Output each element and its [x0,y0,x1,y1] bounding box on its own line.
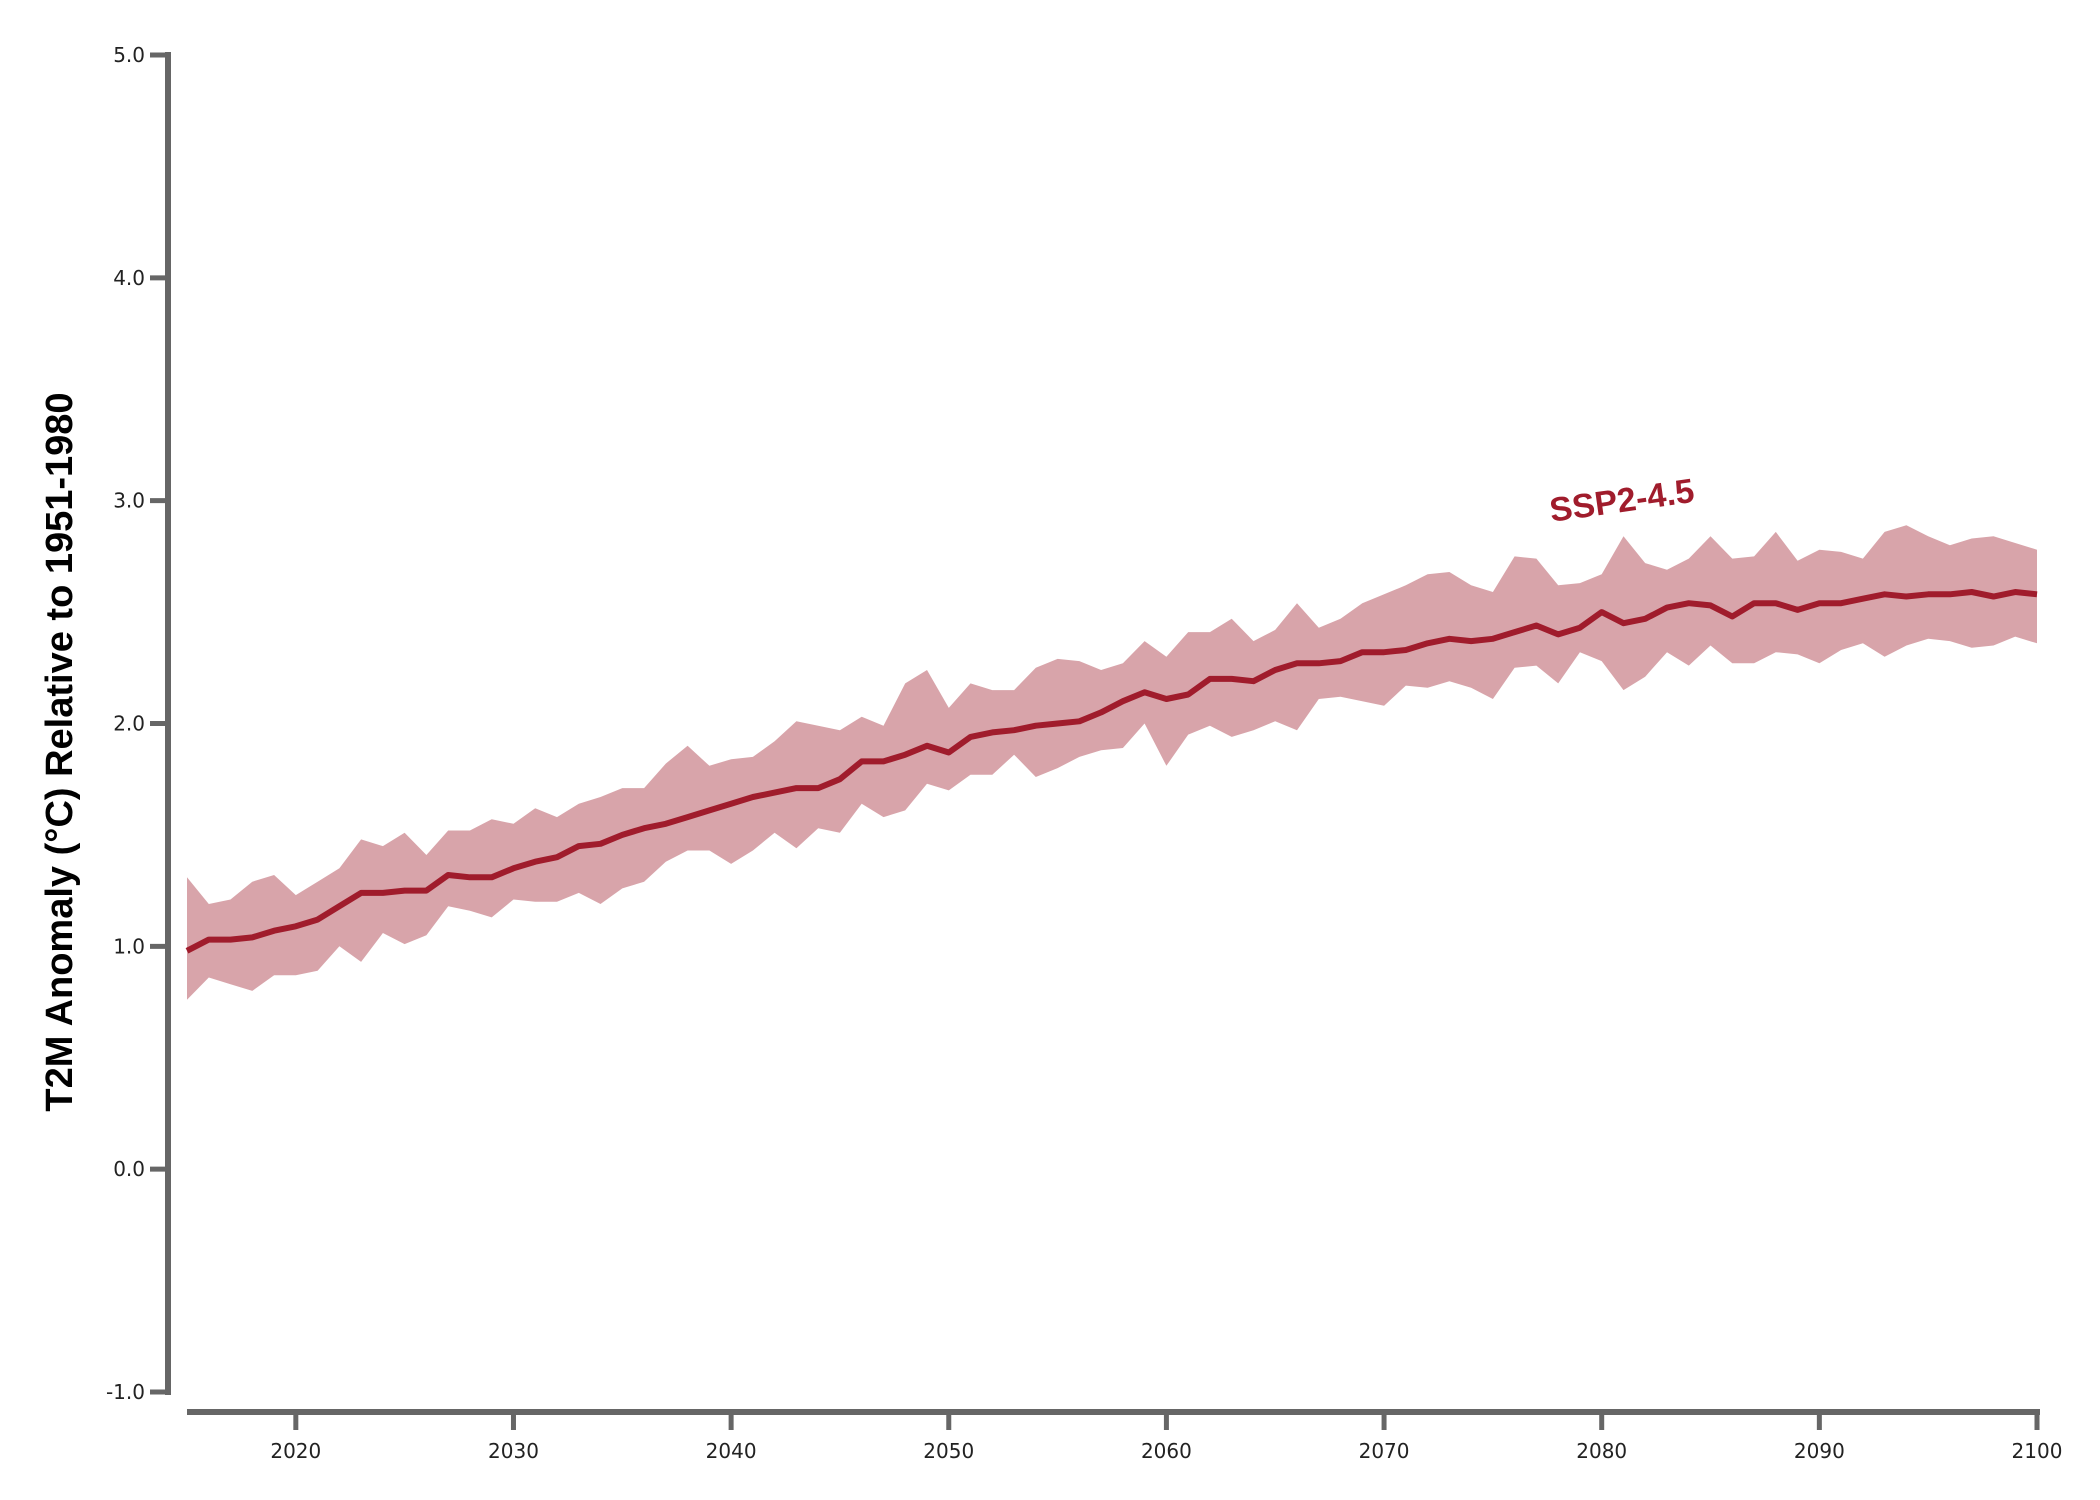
y-ticks: -1.0 0.0 1.0 2.0 3.0 4.0 5.0 [106,43,168,1404]
x-tick-label: 2040 [706,1439,757,1463]
y-tick-label: -1.0 [106,1380,145,1404]
y-tick-label: 2.0 [113,712,145,736]
y-axis-label: T2M Anomaly (°C) Relative to 1951-1980 [39,392,81,1111]
mean-line-layer [185,589,2038,954]
y-tick-label: 3.0 [113,489,145,513]
x-ticks: 2020 2030 2040 2050 2060 2070 2080 2090 2100 [270,1412,2062,1463]
x-tick-label: 2100 [2012,1439,2063,1463]
y-tick-label: 0.0 [113,1157,145,1181]
uncertainty-band-layer [187,525,2037,1000]
uncertainty-band [187,525,2037,1000]
y-tick-label: 4.0 [113,266,145,290]
mean-line [185,589,2038,954]
x-tick-label: 2090 [1794,1439,1845,1463]
y-tick-label: 1.0 [113,934,145,958]
y-tick-label: 5.0 [113,43,145,67]
x-tick-label: 2070 [1359,1439,1410,1463]
x-tick-label: 2050 [923,1439,974,1463]
x-tick-label: 2080 [1576,1439,1627,1463]
x-tick-label: 2020 [270,1439,321,1463]
x-tick-label: 2060 [1141,1439,1192,1463]
series-label: SSP2-4.5 [1547,472,1696,530]
x-tick-label: 2030 [488,1439,539,1463]
